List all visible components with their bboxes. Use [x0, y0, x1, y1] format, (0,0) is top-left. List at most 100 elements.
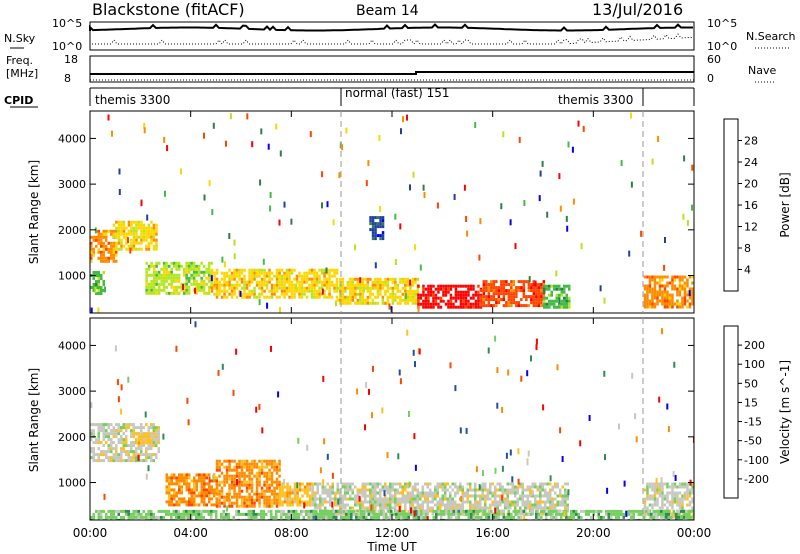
power-cell: [190, 282, 193, 286]
velocity-cell: [481, 497, 484, 501]
power-scatter-cell: [180, 168, 182, 175]
velocity-cell: [512, 515, 515, 519]
velocity-cell: [545, 518, 548, 520]
velocity-cell: [125, 441, 128, 445]
velocity-cell: [250, 486, 254, 490]
power-scatter-cell: [388, 303, 391, 310]
velocity-cell: [90, 450, 93, 454]
velocity-cell: [511, 485, 514, 489]
power-cell: [258, 283, 261, 287]
power-cell: [187, 270, 191, 274]
velocity-cell: [183, 500, 186, 504]
velocity-cell: [597, 509, 600, 513]
velocity-cell: [262, 509, 265, 513]
power-cell: [424, 287, 428, 291]
velocity-cell: [511, 482, 514, 486]
power-cell: [248, 277, 251, 281]
velocity-cell: [547, 512, 550, 516]
velocity-cell: [228, 489, 231, 493]
velocity-scatter-cell: [494, 335, 497, 342]
power-scatter-cell: [640, 230, 643, 237]
velocity-cell: [676, 485, 679, 489]
velocity-cell: [132, 426, 135, 430]
velocity-cell: [657, 518, 660, 520]
freq-series: [90, 71, 694, 75]
velocity-cell: [312, 509, 315, 513]
velocity-cell: [412, 518, 415, 520]
velocity-cell: [376, 491, 379, 495]
power-cell: [381, 301, 385, 305]
power-cell: [424, 296, 428, 300]
velocity-cell: [180, 512, 183, 516]
velocity-cell: [470, 509, 473, 513]
power-cell: [560, 305, 563, 309]
power-cell: [651, 299, 654, 303]
power-cell: [177, 279, 181, 283]
velocity-cell: [170, 512, 173, 516]
velocity-cell: [360, 512, 363, 516]
velocity-cell: [384, 503, 387, 507]
velocity-cell: [549, 497, 552, 501]
power-cell: [472, 302, 475, 306]
power-cell: [553, 299, 556, 303]
velocity-cell: [516, 488, 519, 492]
velocity-cell: [486, 491, 489, 495]
velocity-cell: [248, 492, 251, 496]
velocity-cell: [130, 441, 133, 445]
power-cell: [404, 286, 407, 290]
velocity-cell: [622, 518, 625, 520]
velocity-cell: [361, 482, 364, 486]
power-cell: [303, 289, 306, 293]
velocity-cell: [215, 476, 218, 480]
power-cell: [422, 287, 425, 291]
velocity-cell: [365, 518, 368, 520]
velocity-cell: [379, 494, 382, 498]
power-cell: [280, 268, 284, 272]
velocity-cell: [331, 506, 334, 510]
velocity-cell: [376, 497, 379, 501]
velocity-cell: [399, 497, 402, 501]
velocity-cell: [524, 503, 527, 507]
power-cell: [323, 289, 326, 293]
velocity-cell: [382, 509, 385, 513]
velocity-cell: [255, 465, 259, 469]
power-cell: [112, 232, 115, 236]
velocity-cell: [165, 491, 168, 495]
velocity-cell: [592, 509, 595, 513]
velocity-scatter-cell: [414, 464, 417, 471]
velocity-cell: [539, 494, 542, 498]
power-cell: [233, 283, 236, 287]
velocity-cell: [286, 494, 289, 498]
velocity-cell: [504, 500, 507, 504]
nsearch-label: N.Search: [746, 30, 796, 43]
power-cell: [210, 271, 214, 275]
power-cell: [260, 277, 264, 281]
velocity-cell: [560, 518, 563, 520]
power-cell: [228, 268, 231, 272]
velocity-cell: [400, 515, 403, 519]
velocity-cell: [370, 509, 373, 513]
power-cell: [386, 277, 390, 281]
velocity-cell: [521, 491, 524, 495]
velocity-cell: [97, 423, 100, 427]
velocity-cell: [366, 494, 369, 498]
velocity-cell: [534, 500, 537, 504]
power-cell: [120, 229, 123, 233]
velocity-cell: [297, 518, 300, 520]
velocity-scatter-cell: [120, 384, 123, 391]
power-scatter-cell: [359, 277, 362, 284]
velocity-cell: [130, 444, 133, 448]
velocity-cell: [452, 509, 455, 513]
power-cell: [313, 283, 316, 287]
velocity-cell: [180, 500, 183, 504]
power-cell: [671, 299, 674, 303]
velocity-cell: [485, 518, 488, 520]
power-cell: [361, 286, 365, 290]
velocity-cell: [180, 473, 183, 477]
velocity-cell: [170, 503, 173, 507]
power-cell: [356, 301, 360, 305]
power-cell: [653, 293, 657, 297]
power-cell: [691, 290, 694, 294]
